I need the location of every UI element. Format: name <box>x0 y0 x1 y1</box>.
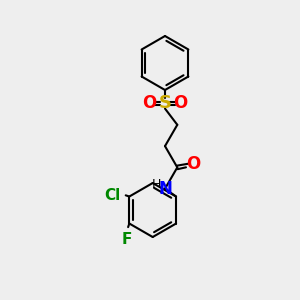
Text: O: O <box>173 94 188 112</box>
Text: S: S <box>158 94 172 112</box>
Text: H: H <box>152 178 161 191</box>
Text: Cl: Cl <box>105 188 121 202</box>
Text: N: N <box>158 180 172 198</box>
Text: O: O <box>186 155 200 173</box>
Text: F: F <box>121 232 131 247</box>
Text: O: O <box>142 94 157 112</box>
